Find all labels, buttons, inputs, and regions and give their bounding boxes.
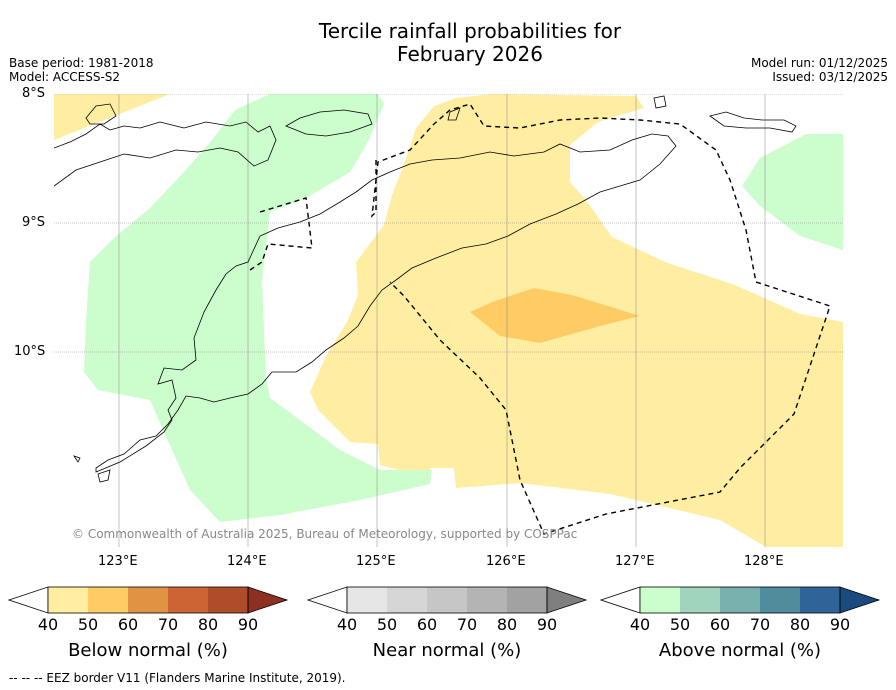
cbar-tick: 60: [416, 615, 438, 634]
lat-label: 9°S: [22, 215, 46, 230]
below-normal-title: Below normal (%): [68, 640, 228, 661]
small-island-3: [97, 469, 111, 483]
above-normal-title: Above normal (%): [658, 640, 822, 661]
cbar-tick: 80: [197, 615, 219, 634]
wetar-coastline: [709, 111, 797, 133]
cbar-tick: 70: [456, 615, 478, 634]
eez-borders: [249, 103, 831, 535]
cbar-swatch: [48, 587, 88, 613]
cbar-swatch: [347, 587, 387, 613]
lon-label: 126°E: [486, 554, 526, 569]
model-run-label: Model run: 01/12/2025: [750, 56, 888, 70]
coastlines: [54, 95, 797, 483]
cbar-swatch: [88, 587, 128, 613]
alor-coastline: [285, 109, 373, 137]
lat-label: 10°S: [14, 344, 46, 359]
lon-label: 125°E: [356, 554, 396, 569]
cbar-swatch: [168, 587, 208, 613]
cbar-swatch: [760, 587, 800, 613]
cbar-swatch: [128, 587, 168, 613]
sumbawa-fragment: [85, 103, 117, 125]
cbar-tick: 70: [749, 615, 771, 634]
cbar-tick: 80: [496, 615, 518, 634]
run-info: Model run: 01/12/2025 Issued: 03/12/2025: [751, 56, 888, 84]
above-normal-colorbar: [600, 586, 881, 614]
small-island-1: [653, 95, 667, 109]
cbar-swatch: [640, 587, 680, 613]
cbar-tick: 70: [157, 615, 179, 634]
title-line-2: February 2026: [397, 42, 543, 66]
model-info: Base period: 1981-2018 Model: ACCESS-S2: [9, 56, 154, 84]
cbar-swatch: [427, 587, 467, 613]
cbar-tick: 90: [237, 615, 259, 634]
lat-label: 8°S: [22, 86, 46, 101]
below-normal-60-region: [470, 288, 640, 343]
lon-label: 128°E: [744, 554, 784, 569]
cbar-tick: 60: [709, 615, 731, 634]
copyright-notice: © Commonwealth of Australia 2025, Bureau…: [72, 527, 578, 541]
lon-label: 127°E: [615, 554, 655, 569]
chart-title: Tercile rainfall probabilities for Febru…: [0, 20, 896, 66]
cbar-swatch: [467, 587, 507, 613]
cbar-tick: 40: [629, 615, 651, 634]
cbar-tick: 50: [376, 615, 398, 634]
lon-label: 123°E: [98, 554, 138, 569]
model-label: Model: ACCESS-S2: [9, 70, 121, 84]
title-line-1: Tercile rainfall probabilities for: [318, 19, 622, 43]
cbar-tick: 50: [669, 615, 691, 634]
base-period-label: Base period: 1981-2018: [9, 56, 154, 70]
lon-label: 124°E: [227, 554, 267, 569]
cbar-tick: 40: [37, 615, 59, 634]
cbar-swatch: [387, 587, 427, 613]
cbar-swatch: [800, 587, 840, 613]
below-normal-colorbar: [8, 586, 289, 614]
cbar-swatch: [720, 587, 760, 613]
timor-coastline: [95, 133, 677, 473]
small-island-2: [447, 107, 461, 121]
flores-coastline: [54, 121, 277, 187]
issued-label: Issued: 03/12/2025: [772, 70, 888, 84]
eez-footnote: -- -- -- EEZ border V11 (Flanders Marine…: [9, 671, 346, 685]
small-island-4: [73, 455, 81, 463]
cbar-swatch: [680, 587, 720, 613]
near-normal-colorbar: [307, 586, 588, 614]
cbar-swatch: [507, 587, 547, 613]
cbar-tick: 90: [536, 615, 558, 634]
above-normal-50-region-east: [742, 134, 843, 250]
cbar-swatch: [208, 587, 248, 613]
gridlines: [54, 94, 843, 547]
cbar-tick: 60: [117, 615, 139, 634]
below-normal-50-region-nw: [54, 94, 170, 140]
cbar-tick: 90: [829, 615, 851, 634]
above-normal-50-region-west: [84, 94, 432, 522]
cbar-tick: 40: [336, 615, 358, 634]
near-normal-title: Near normal (%): [372, 640, 522, 661]
cbar-tick: 50: [77, 615, 99, 634]
cbar-tick: 80: [789, 615, 811, 634]
